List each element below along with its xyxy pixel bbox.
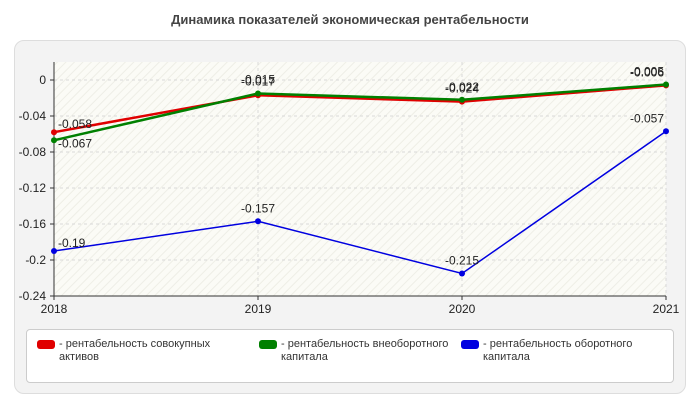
series-point-1 (255, 90, 261, 97)
y-tick-label: -0.2 (25, 253, 46, 267)
legend-item-noncurrent-capital[interactable]: - рентабельность внеоборотного капитала (259, 338, 461, 364)
plot-area (54, 62, 666, 296)
data-label-2: -0.157 (241, 201, 275, 215)
x-tick-label: 2019 (245, 302, 272, 316)
data-label-0: -0.006 (630, 65, 664, 79)
legend-item-working-capital[interactable]: - рентабельность оборотного капитала (461, 338, 663, 364)
y-tick-label: -0.08 (19, 145, 47, 159)
legend-label-total-assets: - рентабельность совокупных активов (59, 338, 211, 363)
series-point-2 (51, 248, 57, 254)
x-tick-label: 2018 (41, 302, 68, 316)
data-label-1: -0.015 (241, 73, 275, 87)
data-label-0: -0.058 (58, 117, 92, 131)
y-tick-label: 0 (39, 73, 46, 87)
series-line-2 (53, 130, 667, 275)
series-point-2 (255, 218, 261, 225)
y-tick-label: -0.04 (19, 109, 47, 123)
legend-swatch-total-assets (37, 340, 55, 349)
data-label-0: -0.017 (241, 74, 275, 88)
series-point-1 (663, 81, 669, 88)
y-tick-label: -0.12 (19, 181, 47, 195)
data-label-1: -0.022 (445, 80, 479, 94)
series-line-1 (53, 83, 667, 142)
x-tick-label: 2020 (449, 302, 476, 316)
y-tick-label: -0.24 (19, 289, 47, 303)
data-label-2: -0.057 (630, 111, 664, 125)
series-point-1 (51, 137, 57, 144)
data-label-2: -0.215 (445, 254, 479, 268)
y-tick-label: -0.16 (19, 217, 47, 231)
legend: - рентабельность совокупных активов - ре… (26, 329, 674, 383)
series-point-0 (51, 129, 57, 136)
series-point-2 (459, 270, 465, 277)
legend-label-working-capital: - рентабельность оборотного капитала (483, 338, 633, 363)
data-label-1: -0.005 (630, 65, 664, 79)
data-label-0: -0.024 (445, 82, 479, 96)
legend-item-total-assets[interactable]: - рентабельность совокупных активов (37, 338, 239, 364)
series-point-2 (663, 128, 669, 135)
series-point-1 (459, 96, 465, 103)
data-label-1: -0.067 (58, 136, 92, 150)
chart-title: Динамика показателей экономическая рента… (171, 12, 529, 27)
legend-swatch-noncurrent-capital (259, 340, 277, 349)
legend-swatch-working-capital (461, 340, 479, 349)
x-tick-label: 2021 (653, 302, 680, 316)
data-label-2: -0.19 (58, 236, 86, 250)
series-line-0 (53, 84, 667, 134)
legend-label-noncurrent-capital: - рентабельность внеоборотного капитала (281, 338, 449, 363)
